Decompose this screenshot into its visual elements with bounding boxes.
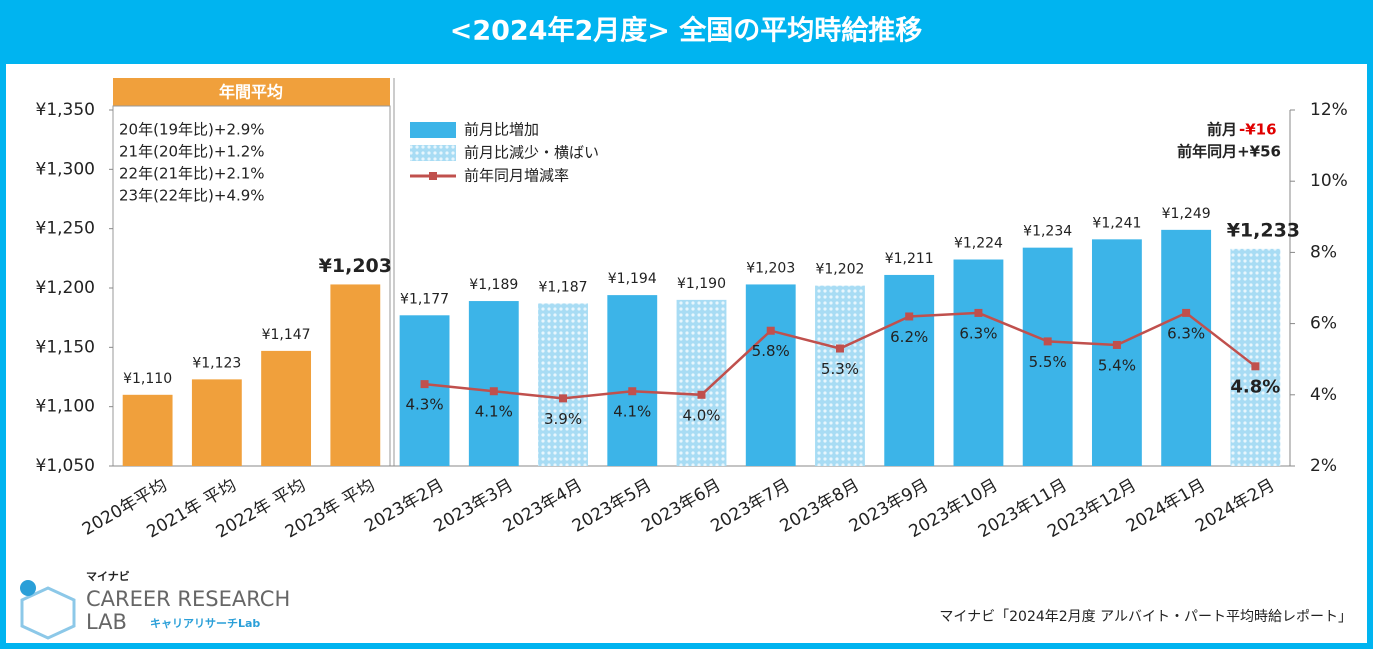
- logo-dot: [20, 580, 36, 596]
- bar-value-label: ¥1,194: [608, 271, 657, 287]
- legend-label: 前月比減少・横ばい: [464, 144, 599, 162]
- annual-header-label: 年間平均: [219, 83, 283, 102]
- logo-line1: CAREER RESEARCH: [86, 587, 290, 611]
- change-note-value: -¥16: [1239, 121, 1277, 139]
- annual-note: 22年(21年比)+2.1%: [119, 165, 265, 183]
- legend-label: 前年同月増減率: [464, 167, 569, 185]
- legend-marker: [429, 172, 437, 180]
- source: マイナビ「2024年2月度 アルバイト・パート平均時給レポート」: [939, 609, 1352, 625]
- line-point: [1112, 340, 1121, 349]
- change-note: 前月: [1207, 121, 1237, 139]
- bar-value-label: ¥1,224: [954, 236, 1003, 252]
- bar: [1022, 247, 1073, 466]
- line-point: [420, 380, 429, 389]
- bar-value-label: ¥1,123: [192, 355, 241, 371]
- line-value-label: 4.3%: [406, 396, 444, 414]
- bar: [538, 303, 588, 466]
- chart-title: <2024年2月度> 全国の平均時給推移: [450, 15, 923, 47]
- change-note: 前年同月+¥56: [1177, 143, 1281, 161]
- bar-value-label: ¥1,211: [885, 251, 934, 267]
- y2-tick-label: 8%: [1310, 242, 1337, 262]
- y2-tick-label: 6%: [1310, 314, 1337, 334]
- bar-value-label: ¥1,189: [469, 277, 518, 293]
- bar: [261, 350, 312, 466]
- logo-sub: キャリアリサーチLab: [150, 617, 260, 630]
- bar: [1161, 229, 1212, 466]
- bar-value-label: ¥1,233: [1227, 219, 1300, 241]
- logo-brand: マイナビ: [86, 569, 130, 583]
- line-point: [628, 387, 637, 396]
- line-point: [974, 308, 983, 317]
- line-point: [905, 312, 914, 321]
- bar-value-label: ¥1,203: [319, 255, 392, 277]
- legend-swatch: [410, 145, 456, 161]
- y-tick-label: ¥1,300: [36, 159, 95, 179]
- line-value-label: 5.3%: [821, 360, 859, 378]
- annual-header: [113, 78, 390, 106]
- line-value-label: 4.1%: [475, 403, 513, 421]
- legend-label: 前月比増加: [464, 121, 539, 139]
- bar-value-label: ¥1,241: [1092, 215, 1141, 231]
- annual-note: 21年(20年比)+1.2%: [119, 143, 265, 161]
- y-tick-label: ¥1,150: [36, 337, 95, 357]
- line-point: [1043, 337, 1052, 346]
- bar: [1230, 248, 1281, 466]
- annual-note: 23年(22年比)+4.9%: [119, 187, 265, 205]
- bar: [884, 274, 935, 466]
- bar: [745, 284, 796, 466]
- y-tick-label: ¥1,050: [36, 456, 95, 476]
- bar: [330, 284, 381, 466]
- legend-swatch: [410, 122, 456, 138]
- line-point: [489, 387, 498, 396]
- annual-note: 20年(19年比)+2.9%: [119, 121, 265, 139]
- bar: [399, 315, 450, 466]
- bar: [1091, 239, 1142, 466]
- y2-tick-label: 2%: [1310, 456, 1337, 476]
- bar-value-label: ¥1,234: [1023, 224, 1072, 240]
- line-value-label: 4.1%: [613, 403, 651, 421]
- line-value-label: 6.3%: [1167, 324, 1205, 342]
- bar-value-label: ¥1,203: [746, 260, 795, 276]
- line-value-label: 4.0%: [682, 406, 720, 424]
- line-point: [1251, 362, 1260, 371]
- y-tick-label: ¥1,250: [36, 219, 95, 239]
- bar-value-label: ¥1,147: [262, 327, 311, 343]
- bar: [122, 394, 173, 466]
- line-value-label: 3.9%: [544, 410, 582, 428]
- y-tick-label: ¥1,200: [36, 278, 95, 298]
- bar-value-label: ¥1,187: [539, 279, 588, 295]
- logo-icon: [20, 586, 76, 640]
- logo-line2: LAB: [86, 610, 127, 634]
- bar-value-label: ¥1,190: [677, 276, 726, 292]
- bar: [676, 299, 727, 466]
- line-value-label: 4.8%: [1230, 376, 1280, 397]
- y-tick-label: ¥1,100: [36, 397, 95, 417]
- bar-value-label: ¥1,202: [815, 262, 864, 278]
- y2-tick-label: 10%: [1310, 171, 1348, 191]
- line-point: [766, 326, 775, 335]
- line-point: [835, 344, 844, 353]
- y-tick-label: ¥1,350: [36, 100, 95, 120]
- line-value-label: 6.3%: [959, 324, 997, 342]
- bar: [191, 379, 242, 466]
- line-value-label: 5.8%: [752, 342, 790, 360]
- bar-value-label: ¥1,249: [1162, 206, 1211, 222]
- line-value-label: 5.4%: [1098, 356, 1136, 374]
- bar-value-label: ¥1,110: [123, 371, 172, 387]
- y2-tick-label: 12%: [1310, 100, 1348, 120]
- bar-value-label: ¥1,177: [400, 291, 449, 307]
- line-point: [697, 390, 706, 399]
- logo: マイナビ CAREER RESEARCH LAB キャリアリサーチLab: [20, 569, 290, 640]
- bar: [815, 285, 865, 466]
- line-point: [1182, 308, 1191, 317]
- line-value-label: 6.2%: [890, 328, 928, 346]
- bar: [953, 259, 1004, 466]
- bar: [468, 301, 519, 466]
- line-point: [559, 394, 568, 403]
- bar: [607, 295, 658, 466]
- line-value-label: 5.5%: [1029, 353, 1067, 371]
- y2-tick-label: 4%: [1310, 385, 1337, 405]
